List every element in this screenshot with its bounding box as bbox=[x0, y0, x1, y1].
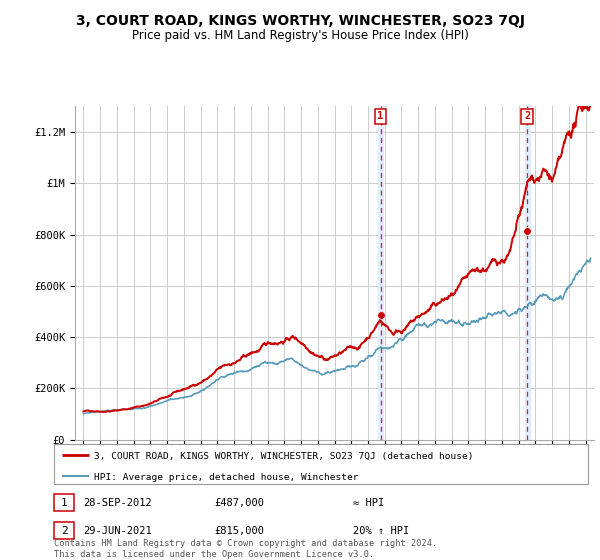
Text: Price paid vs. HM Land Registry's House Price Index (HPI): Price paid vs. HM Land Registry's House … bbox=[131, 29, 469, 42]
Text: 28-SEP-2012: 28-SEP-2012 bbox=[83, 498, 152, 507]
Text: £487,000: £487,000 bbox=[214, 498, 264, 507]
Text: Contains HM Land Registry data © Crown copyright and database right 2024.
This d: Contains HM Land Registry data © Crown c… bbox=[54, 539, 437, 559]
Text: 1: 1 bbox=[377, 111, 383, 122]
Text: 1: 1 bbox=[61, 498, 68, 507]
Text: HPI: Average price, detached house, Winchester: HPI: Average price, detached house, Winc… bbox=[94, 473, 359, 482]
Text: 2: 2 bbox=[61, 526, 68, 535]
Text: 3, COURT ROAD, KINGS WORTHY, WINCHESTER, SO23 7QJ: 3, COURT ROAD, KINGS WORTHY, WINCHESTER,… bbox=[76, 14, 524, 28]
Bar bbox=[378, 106, 383, 440]
Text: 20% ↑ HPI: 20% ↑ HPI bbox=[353, 526, 409, 535]
Bar bbox=[54, 522, 74, 539]
Text: £815,000: £815,000 bbox=[214, 526, 264, 535]
Text: 3, COURT ROAD, KINGS WORTHY, WINCHESTER, SO23 7QJ (detached house): 3, COURT ROAD, KINGS WORTHY, WINCHESTER,… bbox=[94, 452, 473, 461]
Text: 2: 2 bbox=[524, 111, 530, 122]
Text: ≈ HPI: ≈ HPI bbox=[353, 498, 384, 507]
Bar bbox=[54, 494, 74, 511]
Bar bbox=[524, 106, 530, 440]
Text: 29-JUN-2021: 29-JUN-2021 bbox=[83, 526, 152, 535]
